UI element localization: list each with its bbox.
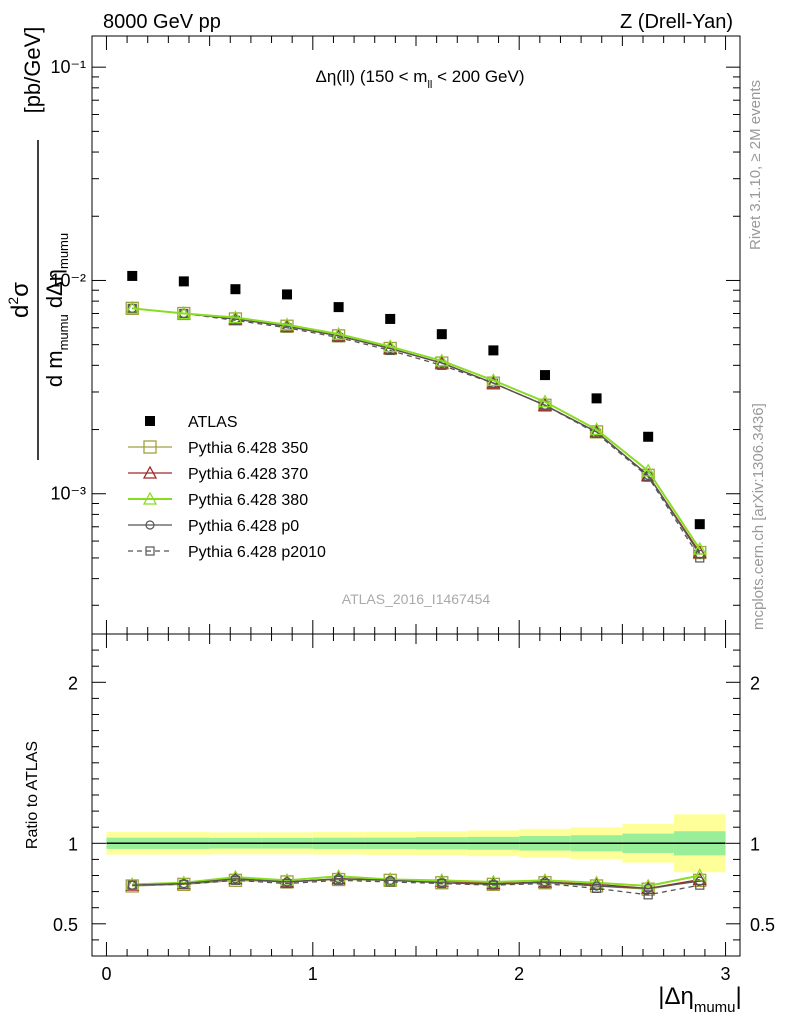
legend-marker-atlas	[145, 416, 155, 426]
legend-marker-p2010	[145, 546, 155, 556]
svg-text:[pb/GeV]: [pb/GeV]	[20, 27, 45, 114]
ratio-xtick-label: 2	[514, 964, 524, 984]
legend-label-p2010: Pythia 6.428 p2010	[188, 544, 326, 561]
main-point-p2010	[230, 315, 241, 325]
ratio-ytick-label-right: 0.5	[750, 915, 775, 935]
main-point-p380	[176, 306, 191, 320]
ratio-point-p2010	[437, 878, 447, 889]
legend-marker-p380	[142, 491, 158, 505]
main-ytick-label: 10⁻³	[50, 484, 86, 504]
ratio-series-line-p0	[132, 878, 700, 890]
main-point-p380	[589, 422, 604, 436]
legend-marker-p370	[142, 465, 158, 479]
svg-text:d2σ: d2σ	[5, 282, 34, 318]
main-point-p380	[383, 339, 398, 353]
main-point-p380	[486, 373, 501, 387]
header-left: 8000 GeV pp	[103, 11, 221, 33]
main-point-p2010	[488, 378, 498, 388]
main-point-atlas	[127, 270, 138, 281]
main-point-p380	[125, 300, 140, 314]
main-point-atlas	[333, 302, 344, 313]
svg-text:d mmumu dΔηmumu: d mmumu dΔηmumu	[42, 233, 71, 387]
legend-label-atlas: ATLAS	[188, 414, 238, 431]
main-plot-layer: 10⁻¹ 10⁻² 10⁻³	[50, 36, 740, 634]
main-point-p380	[692, 541, 707, 555]
main-point-p370	[537, 397, 553, 411]
main-ytick-label: 10⁻²	[50, 270, 86, 290]
ratio-frame	[91, 633, 741, 957]
ratio-point-p2010	[695, 880, 705, 890]
header-right: Z (Drell-Yan)	[620, 11, 733, 33]
main-point-atlas	[591, 393, 602, 404]
legend-label-p380: Pythia 6.428 380	[188, 492, 308, 509]
ratio-series-line-p2010	[132, 879, 700, 896]
ratio-point-p2010	[127, 880, 137, 890]
main-point-p380	[641, 463, 656, 477]
main-point-atlas	[178, 276, 189, 287]
ratio-ytick-label-right: 2	[750, 673, 760, 693]
main-point-atlas	[282, 289, 293, 300]
watermark: ATLAS_2016_I1467454	[342, 591, 491, 607]
ratio-ytick-label-right: 1	[750, 834, 760, 854]
ratio-point-p0	[643, 883, 653, 893]
ratio-point-p2010	[591, 883, 602, 893]
ratio-point-p2010	[488, 880, 498, 890]
rivet-label: Rivet 3.1.10, ≥ 2M events	[747, 80, 764, 250]
main-title: Δη(ll) (150 < mll < 200 GeV)	[315, 67, 524, 91]
ratio-point-p2010	[385, 877, 395, 887]
legend: ATLAS Pythia 6.428 350 Pythia 6.428 370 Pyt…	[128, 414, 326, 561]
ratio-point-p380	[692, 868, 707, 882]
legend-marker-p0	[145, 520, 155, 530]
main-point-p380	[434, 353, 449, 367]
main-ylabel: d2σ d mmumu dΔηmumu [pb/GeV]	[5, 27, 71, 460]
main-ytick-label: 10⁻¹	[50, 57, 86, 77]
legend-label-p0: Pythia 6.428 p0	[188, 518, 299, 535]
ratio-ylabel: Ratio to ATLAS	[24, 741, 41, 849]
ratio-point-p2010	[282, 878, 292, 889]
ratio-ytick-label: 0.5	[53, 915, 78, 935]
ratio-plot-layer: 0 1 2 3 0.5 0.5 1 1 2 2	[53, 634, 775, 984]
main-point-p380	[279, 317, 295, 331]
x-axis-label: |Δηmumu|	[658, 983, 742, 1016]
ratio-series-line-p380	[132, 874, 700, 887]
ratio-point-p380	[589, 875, 604, 889]
main-point-p380	[537, 394, 553, 408]
ratio-point-p2010	[230, 875, 241, 885]
legend-marker-p350	[143, 440, 157, 454]
main-series-line-p380	[132, 307, 701, 550]
ratio-point-p2010	[643, 890, 653, 900]
main-series-line-p2010	[132, 307, 701, 559]
main-series-line-p0	[132, 307, 701, 555]
ratio-xtick-label: 1	[308, 964, 318, 984]
ratio-ytick-label: 1	[68, 834, 78, 854]
main-point-atlas	[539, 370, 550, 381]
main-point-atlas	[436, 329, 447, 340]
main-point-atlas	[694, 519, 705, 530]
main-point-p380	[331, 326, 346, 340]
ratio-point-p2010	[540, 878, 550, 889]
main-point-atlas	[488, 345, 499, 356]
main-point-atlas	[385, 313, 396, 324]
ratio-point-p2010	[334, 875, 344, 885]
ratio-xtick-label: 3	[721, 964, 731, 984]
main-point-atlas	[643, 431, 654, 442]
legend-label-p350: Pythia 6.428 350	[188, 440, 308, 457]
main-point-p380	[228, 310, 243, 324]
ratio-point-p2010	[179, 879, 189, 889]
ratio-xtick-label: 0	[101, 964, 111, 984]
legend-label-p370: Pythia 6.428 370	[188, 466, 308, 483]
main-point-atlas	[230, 284, 241, 295]
ratio-ytick-label: 2	[68, 673, 78, 693]
mcplots-label: mcplots.cern.ch [arXiv:1306.3436]	[750, 403, 767, 630]
